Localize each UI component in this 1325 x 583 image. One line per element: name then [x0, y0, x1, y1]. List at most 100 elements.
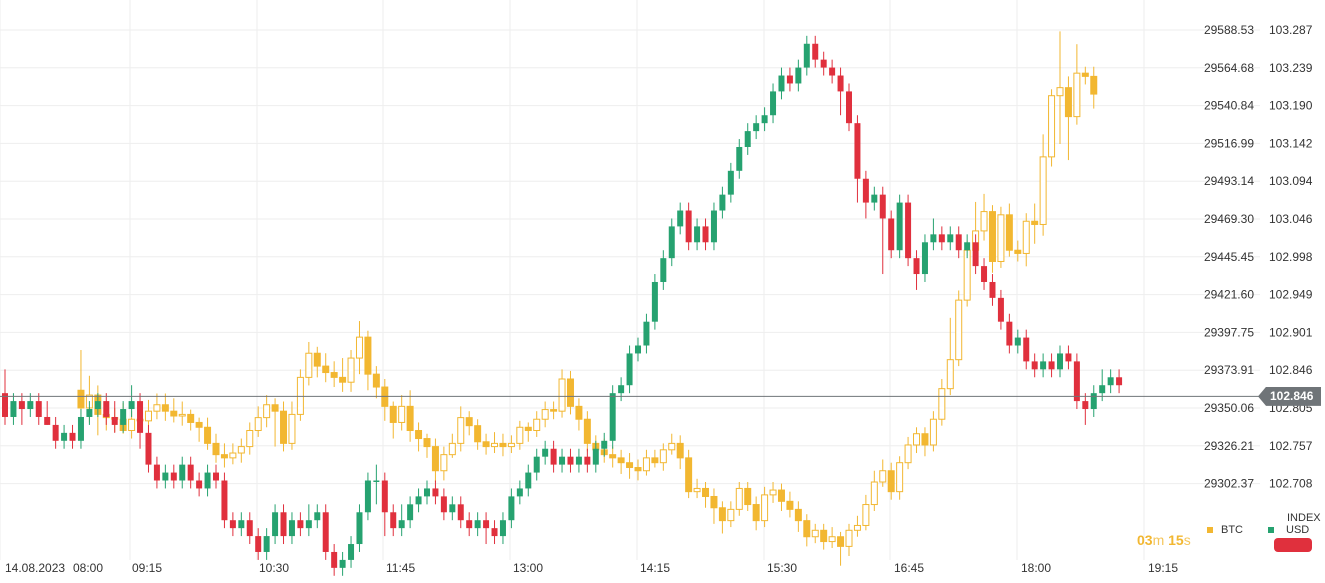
legend-btc[interactable]: BTC [1207, 524, 1243, 536]
btc-candle-body [1048, 95, 1056, 158]
usd-candle-body [2, 393, 8, 417]
timer-minutes-unit: m [1152, 532, 1165, 548]
usd-candle-body [339, 559, 346, 568]
btc-candle-body [862, 504, 870, 526]
btc-candle-body [204, 426, 212, 444]
btc-candle-body [128, 418, 136, 431]
btc-candle-body [668, 442, 676, 451]
usd-candle-body [35, 401, 42, 417]
usd-candle-body [1082, 401, 1089, 410]
usd-candle-body [753, 123, 760, 132]
usd-candle-body [238, 520, 245, 529]
x-tick-label: 16:45 [894, 561, 924, 575]
usd-candle-body [921, 242, 928, 275]
btc-candle-body [254, 417, 262, 431]
y-right-tick-label: 103.094 [1269, 174, 1313, 188]
usd-candle-body [516, 488, 523, 497]
usd-candle-body [449, 504, 456, 513]
btc-candle-body [988, 211, 996, 262]
y-left-tick-label: 29326.21 [1204, 439, 1254, 453]
usd-candle-body [1065, 353, 1072, 362]
x-tick-label: 08:00 [73, 561, 103, 575]
btc-candle-body [769, 489, 777, 496]
x-tick-label: 10:30 [259, 561, 289, 575]
usd-candle-body [44, 416, 51, 425]
x-axis: 14.08.2023 08:00 09:15 10:30 11:45 13:00 14:15… [5, 561, 1178, 575]
usd-candle-body [584, 456, 591, 465]
usd-candle-body [643, 321, 650, 346]
usd-candle-body [525, 472, 532, 489]
legend-index-usd[interactable]: USD [1268, 524, 1309, 536]
x-tick-label: 13:00 [513, 561, 543, 575]
btc-candle-body [575, 405, 583, 420]
btc-candle-body [828, 536, 836, 543]
btc-candle-body [448, 442, 456, 456]
usd-candle-body [153, 464, 160, 481]
usd-candle-body [609, 393, 616, 441]
usd-candle-body [272, 512, 279, 537]
btc-candle-body [929, 418, 937, 446]
usd-candle-body [668, 226, 675, 259]
x-tick-label: 19:15 [1148, 561, 1178, 575]
y-axis-right: 103.287 103.239 103.190 103.142 103.094 103.0… [1269, 23, 1313, 491]
usd-candle-body [651, 281, 658, 322]
btc-candle-body [659, 449, 667, 464]
usd-candle-body [69, 432, 76, 441]
y-right-tick-label: 103.287 [1269, 23, 1313, 37]
usd-candle-body [508, 496, 515, 521]
btc-candle-body [904, 444, 912, 464]
btc-candle-body [237, 446, 245, 454]
usd-candle-body [18, 401, 25, 410]
usd-candle-body [727, 170, 734, 195]
usd-candle-body [1023, 337, 1030, 362]
usd-candle-body [575, 456, 582, 465]
btc-candle-body [896, 462, 904, 493]
btc-candle-body [702, 487, 710, 497]
btc-candle-body [794, 508, 802, 522]
btc-candle-body [642, 457, 650, 472]
btc-candle-body [1039, 156, 1047, 225]
usd-candle-body [812, 43, 819, 60]
btc-candle-body [398, 405, 406, 423]
countdown-timer: 03m 15s [1137, 532, 1191, 548]
btc-candle-body [803, 520, 811, 538]
usd-candle-body [255, 536, 262, 552]
usd-index-candles [2, 35, 1123, 576]
timer-seconds-unit: s [1183, 532, 1191, 548]
btc-candle-body [879, 470, 887, 483]
y-left-tick-label: 29302.37 [1204, 477, 1254, 491]
y-left-tick-label: 29493.14 [1204, 174, 1254, 188]
usd-candle-body [424, 488, 430, 497]
x-tick-label: 09:15 [132, 561, 162, 575]
btc-candle-body [1014, 249, 1022, 254]
btc-candle-body [761, 494, 769, 522]
usd-candle-body [61, 432, 68, 441]
usd-candle-body [542, 448, 549, 457]
btc-candle-body [938, 388, 946, 420]
usd-candle-body [390, 512, 397, 529]
usd-candle-body [626, 353, 633, 386]
usd-candle-body [635, 345, 641, 354]
btc-candle-body [347, 357, 355, 383]
btc-candle-body [921, 433, 929, 446]
x-tick-label: 18:00 [1021, 561, 1051, 575]
btc-candle-body [735, 487, 743, 510]
btc-candle-body [634, 467, 642, 472]
y-left-tick-label: 29445.45 [1204, 250, 1254, 264]
usd-candle-body [499, 520, 506, 537]
btc-candle-body [609, 454, 617, 459]
usd-candle-body [736, 146, 743, 171]
usd-candle-body [533, 456, 540, 473]
usd-candle-body [719, 194, 726, 211]
btc-candle-body [431, 446, 439, 472]
y-left-tick-label: 29516.99 [1204, 136, 1254, 150]
usd-legend-label: USD [1286, 524, 1310, 536]
usd-candle-body [27, 401, 34, 410]
red-action-button[interactable] [1274, 538, 1312, 552]
y-right-tick-label: 103.046 [1269, 212, 1313, 226]
y-left-tick-label: 29469.30 [1204, 212, 1254, 226]
btc-candle-body [415, 429, 423, 440]
usd-candle-body [162, 472, 169, 481]
usd-candle-body [94, 401, 101, 410]
